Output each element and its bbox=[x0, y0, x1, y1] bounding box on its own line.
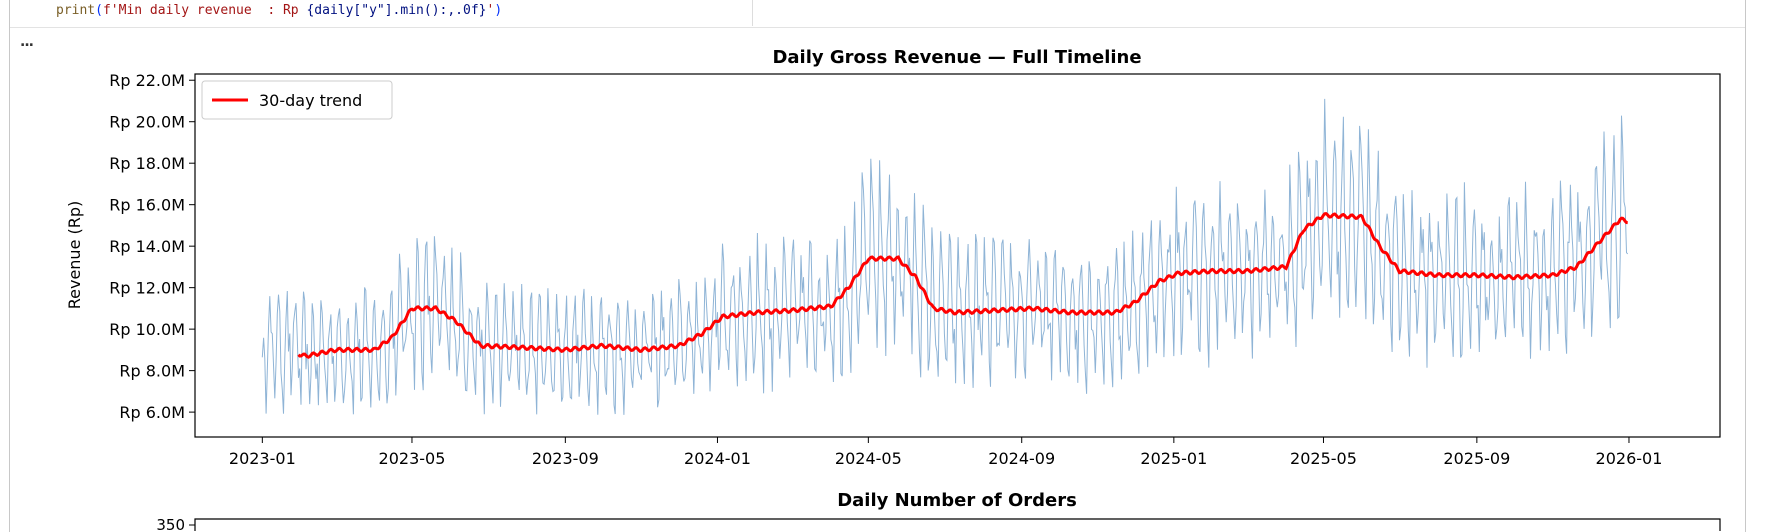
x-tick-label: 2024-09 bbox=[988, 449, 1055, 468]
trend-line bbox=[297, 212, 1628, 359]
code-string: f'Min daily revenue : Rp bbox=[102, 3, 307, 18]
y-tick-label: Rp 18.0M bbox=[109, 154, 185, 173]
y-tick-label: Rp 14.0M bbox=[109, 237, 185, 256]
y-tick-label: Rp 8.0M bbox=[119, 362, 185, 381]
code-string-end: ' bbox=[486, 3, 495, 18]
x-tick-label: 2023-01 bbox=[229, 449, 296, 468]
cell-border-right bbox=[1745, 0, 1746, 532]
y-tick-label: Rp 10.0M bbox=[109, 320, 185, 339]
daily-revenue-line bbox=[261, 98, 1629, 415]
x-tick-label: 2025-09 bbox=[1443, 449, 1510, 468]
output-divider bbox=[10, 27, 1745, 28]
legend-box bbox=[201, 80, 393, 120]
x-tick-label: 2023-09 bbox=[532, 449, 599, 468]
y-tick-label: Rp 20.0M bbox=[109, 113, 185, 132]
code-fn: print bbox=[56, 3, 96, 18]
x-tick-label: 2024-01 bbox=[684, 449, 751, 468]
code-expr: {daily["y"].min():,.0f} bbox=[306, 3, 487, 18]
chart2-ytick-label: 350 bbox=[156, 516, 185, 532]
x-tick-label: 2023-05 bbox=[379, 449, 446, 468]
x-tick-label: 2025-05 bbox=[1290, 449, 1357, 468]
legend: 30-day trend bbox=[201, 80, 393, 120]
output-toggle-button[interactable]: ... bbox=[20, 34, 34, 50]
x-tick-label: 2025-01 bbox=[1140, 449, 1207, 468]
chart-title: Daily Gross Revenue — Full Timeline bbox=[772, 47, 1141, 68]
code-line[interactable]: print(f'Min daily revenue : Rp {daily["y… bbox=[56, 3, 503, 18]
y-tick-label: Rp 16.0M bbox=[109, 196, 185, 215]
plot-frame bbox=[194, 73, 1721, 438]
y-axis-label: Revenue (Rp) bbox=[65, 201, 84, 310]
cell-border-left bbox=[9, 0, 10, 532]
legend-trend-label: 30-day trend bbox=[259, 91, 362, 110]
y-tick-label: Rp 6.0M bbox=[119, 403, 185, 422]
chart2-frame bbox=[194, 518, 1721, 531]
x-tick-label: 2026-01 bbox=[1596, 449, 1663, 468]
y-tick-label: Rp 22.0M bbox=[109, 71, 185, 90]
x-tick-label: 2024-05 bbox=[835, 449, 902, 468]
chart2-title: Daily Number of Orders bbox=[837, 490, 1077, 511]
y-tick-label: Rp 12.0M bbox=[109, 279, 185, 298]
editor-divider bbox=[752, 0, 753, 26]
